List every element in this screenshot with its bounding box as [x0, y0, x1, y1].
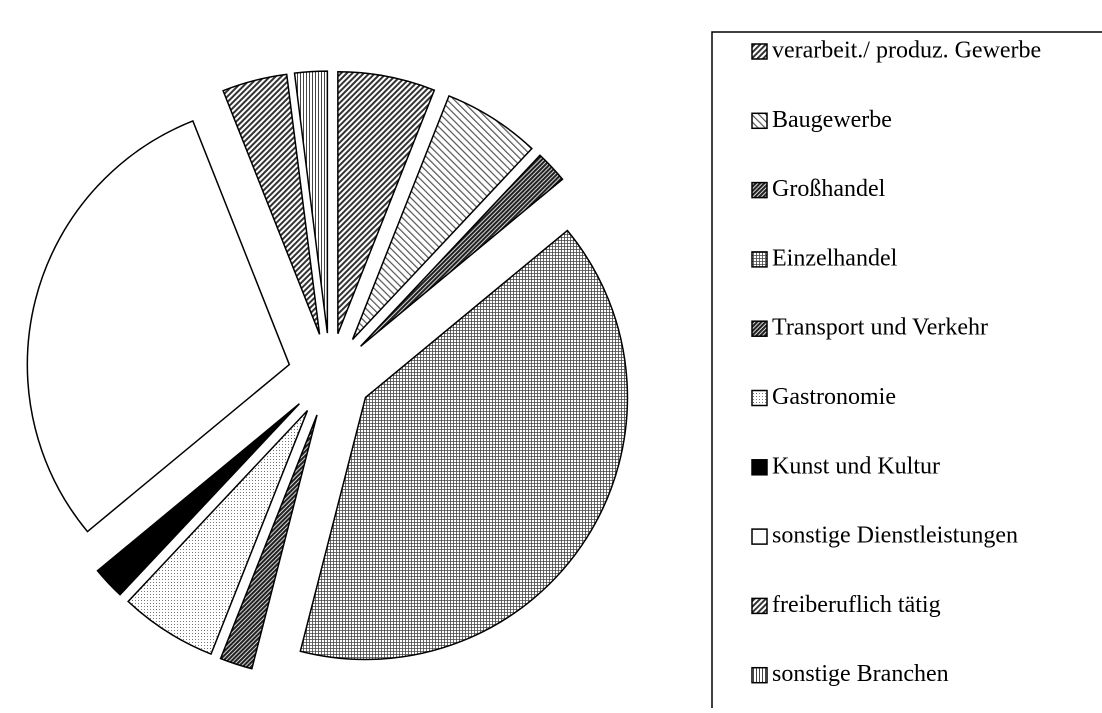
legend-swatch: [751, 597, 768, 615]
legend-swatch: [751, 320, 768, 337]
pie-slice: [299, 229, 629, 661]
pie-slice: [222, 73, 321, 335]
legend-label: Transport und Verkehr: [772, 315, 988, 341]
legend-swatch: [751, 112, 768, 130]
legend-label: freiberuflich tätig: [772, 592, 941, 618]
pie-slice: [96, 403, 300, 596]
pie-slice: [219, 414, 318, 670]
legend-label: verarbeit./ produz. Gewerbe: [772, 38, 1041, 64]
legend-swatch: [751, 666, 768, 684]
legend-label: Großhandel: [772, 176, 886, 202]
legend-box: [711, 31, 1102, 713]
pie-slice: [26, 119, 291, 533]
pie-slice: [337, 70, 436, 335]
legend-label: Einzelhandel: [772, 245, 898, 271]
legend-label: Gastronomie: [772, 384, 896, 410]
legend-swatch: [751, 459, 768, 476]
legend-label: Baugewerbe: [772, 107, 892, 133]
legend-swatch: [751, 528, 768, 545]
pie-slice: [351, 94, 533, 341]
legend-swatch: [751, 251, 768, 268]
legend-swatch: [751, 389, 768, 407]
pie-slice: [127, 409, 309, 656]
legend-label: sonstige Branchen: [772, 661, 949, 687]
pie-slice: [293, 70, 329, 334]
legend-swatch: [751, 43, 768, 60]
pie-slice: [360, 154, 564, 347]
legend-swatch: [751, 181, 768, 199]
legend-label: sonstige Dienstleistungen: [772, 523, 1018, 549]
legend-label: Kunst und Kultur: [772, 453, 940, 479]
